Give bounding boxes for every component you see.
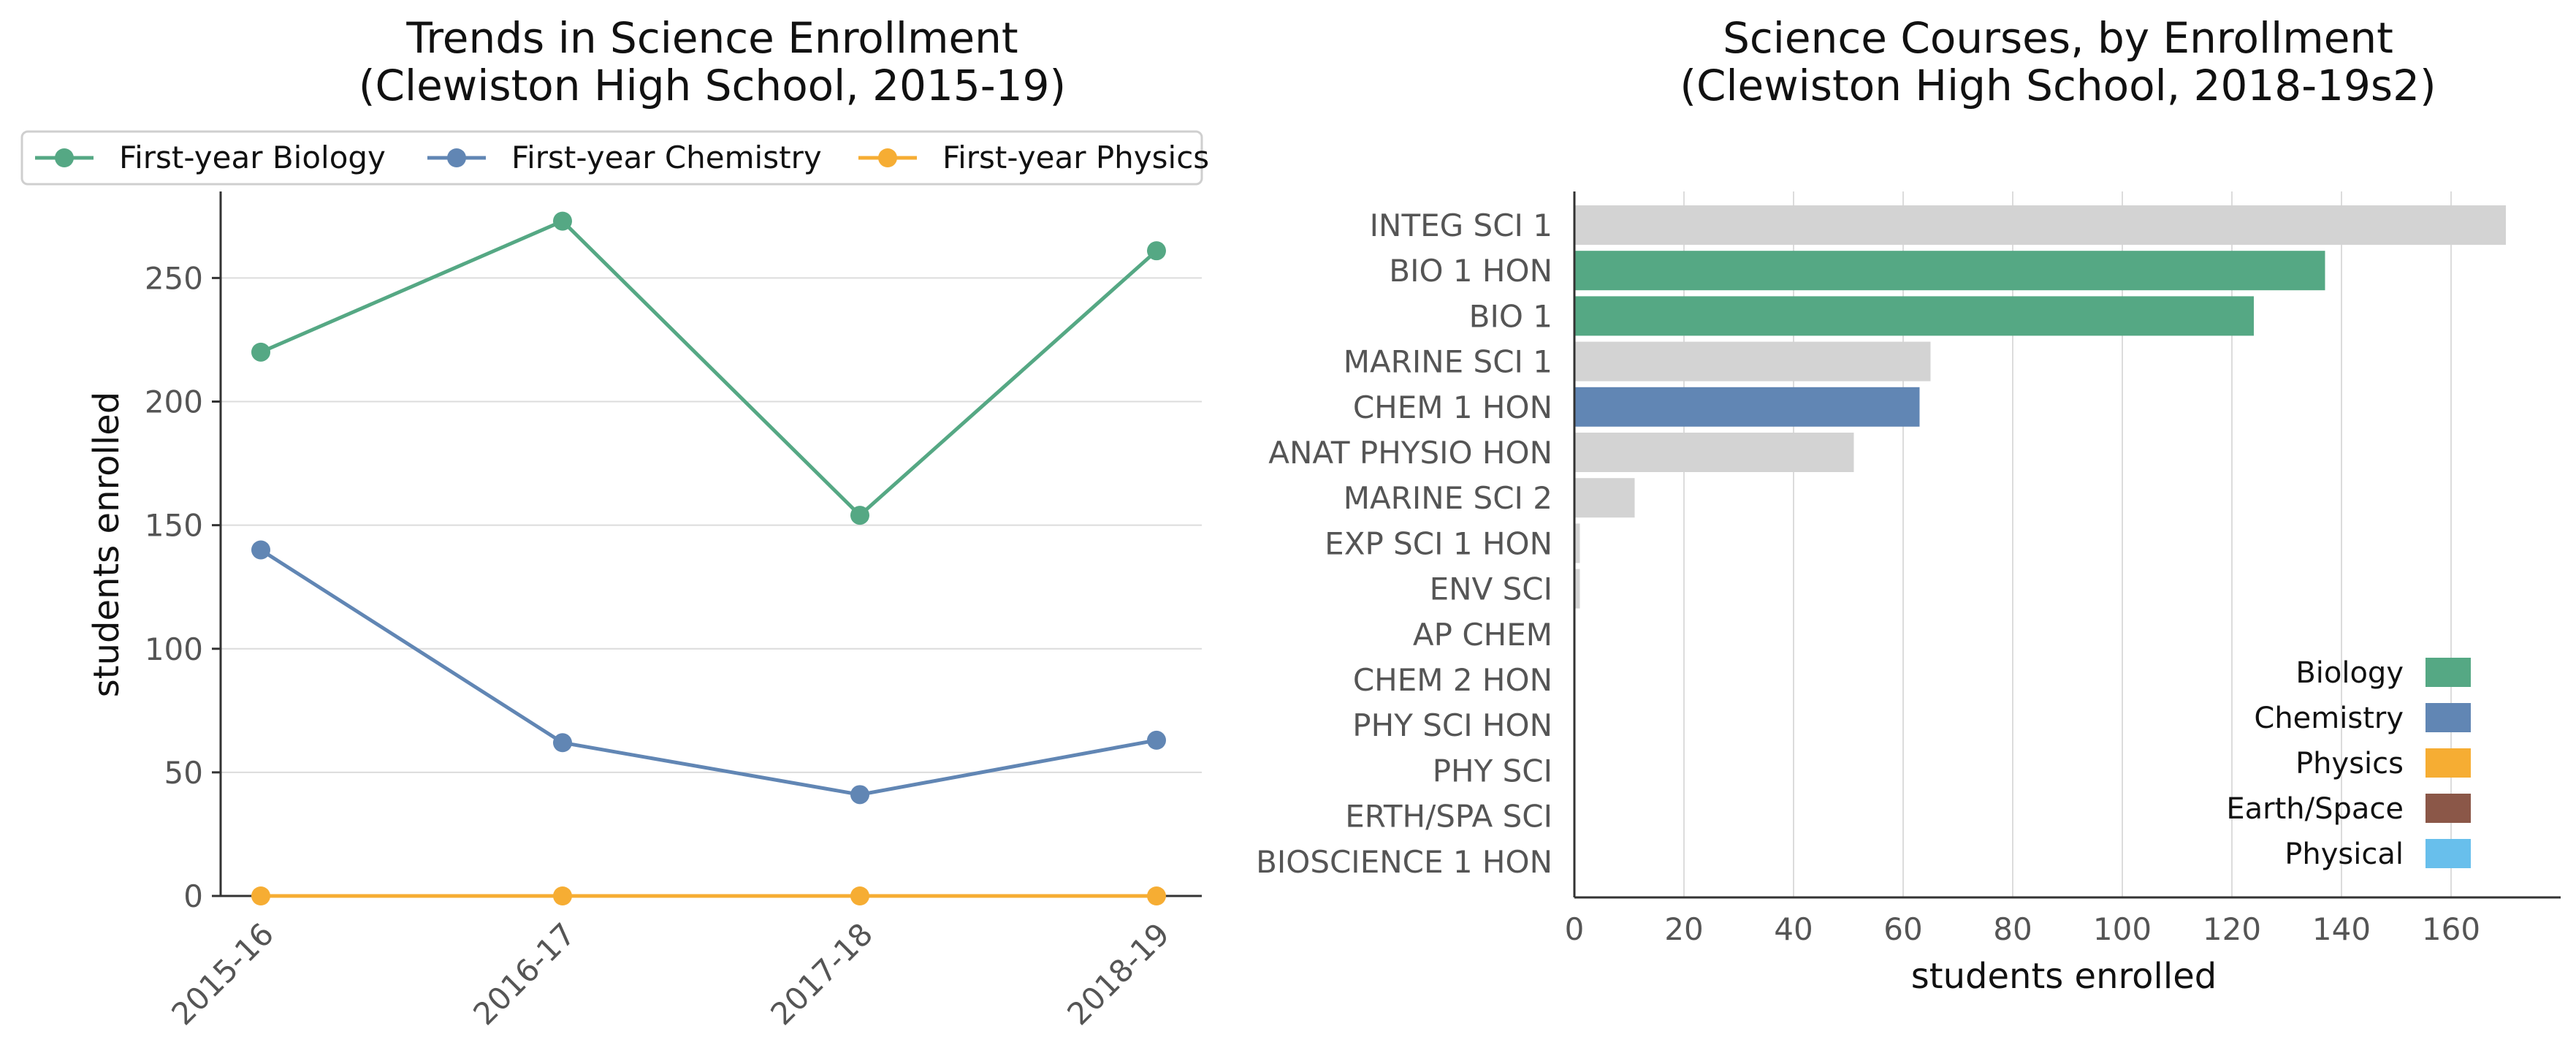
legend-swatch-2 xyxy=(2426,748,2471,778)
x-tick-label: 60 xyxy=(1883,911,1922,947)
right-chart-xlabel: students enrolled xyxy=(1911,956,2217,997)
legend-marker-0 xyxy=(55,148,74,167)
right-bar-chart: 0 20 40 60 80 100 120 140 160 INTEG SCI 1 BIO 1 HO… xyxy=(1256,191,2561,947)
x-tick-label: 40 xyxy=(1774,911,1813,947)
left-chart-title-line1: Trends in Science Enrollment xyxy=(405,13,1018,63)
left-chart-legend: First-year Biology First-year Chemistry Fi… xyxy=(20,130,1209,186)
bar xyxy=(1574,205,2506,245)
category-label: MARINE SCI 2 xyxy=(1344,480,1552,516)
right-chart-title-line2: (Clewiston High School, 2018-19s2) xyxy=(1680,61,2436,110)
series-1-point xyxy=(251,540,270,560)
series-2-point xyxy=(553,886,572,905)
category-label: AP CHEM xyxy=(1413,617,1552,653)
legend-swatch-4 xyxy=(2426,839,2471,868)
legend-swatch-0 xyxy=(2426,658,2471,687)
series-line-1 xyxy=(259,548,1157,797)
left-chart-ylabel: students enrolled xyxy=(86,392,127,697)
y-tick-label: 150 xyxy=(145,508,203,544)
legend-label-3: Earth/Space xyxy=(2226,792,2404,826)
series-2-point xyxy=(850,886,869,905)
category-label: PHY SCI xyxy=(1433,753,1552,789)
bar xyxy=(1574,569,1580,609)
y-tick-label: 100 xyxy=(145,631,203,667)
left-chart-title-line2: (Clewiston High School, 2015-19) xyxy=(359,61,1066,110)
right-chart-legend: Biology Chemistry Physics Earth/Space Physic… xyxy=(2226,656,2471,871)
legend-label-4: Physical xyxy=(2285,837,2404,871)
category-label: ENV SCI xyxy=(1430,571,1552,607)
legend-label-1: First-year Chemistry xyxy=(511,140,822,175)
legend-label-0: Biology xyxy=(2295,656,2404,690)
legend-frame xyxy=(20,130,1203,186)
category-label: BIO 1 HON xyxy=(1389,253,1552,289)
category-label: ERTH/SPA SCI xyxy=(1345,799,1552,835)
series-0-point xyxy=(251,342,270,362)
x-tick-label: 2017-18 xyxy=(763,916,880,1032)
category-label: BIOSCIENCE 1 HON xyxy=(1256,844,1552,880)
bar xyxy=(1574,523,1580,563)
right-chart-title-line1: Science Courses, by Enrollment xyxy=(1723,13,2393,63)
category-label: EXP SCI 1 HON xyxy=(1325,525,1552,561)
legend-marker-1 xyxy=(447,148,466,167)
legend-swatch-1 xyxy=(2426,703,2471,732)
y-tick-label: 0 xyxy=(183,878,203,914)
category-label: CHEM 1 HON xyxy=(1353,390,1552,425)
legend-swatch-3 xyxy=(2426,794,2471,823)
series-1-point xyxy=(1147,730,1166,750)
y-tick-label: 50 xyxy=(164,755,203,791)
bar xyxy=(1574,341,1931,381)
x-tick-label: 2016-17 xyxy=(466,916,582,1032)
x-tick-label: 0 xyxy=(1565,911,1585,947)
x-tick-label: 80 xyxy=(1993,911,2032,947)
series-2-point xyxy=(251,886,270,905)
category-label: ANAT PHYSIO HON xyxy=(1268,435,1552,471)
legend-label-0: First-year Biology xyxy=(119,140,386,175)
bar xyxy=(1574,387,1920,427)
category-label: BIO 1 xyxy=(1469,298,1552,334)
y-tick-label: 250 xyxy=(145,260,203,296)
category-label: CHEM 2 HON xyxy=(1353,662,1552,698)
series-0-point xyxy=(553,211,572,231)
bar xyxy=(1574,296,2254,336)
left-line-chart: 0 50 100 150 200 250 2015-16 2016-17 2017-18 2018… xyxy=(20,130,1209,1032)
legend-label-1: Chemistry xyxy=(2254,702,2404,735)
legend-marker-2 xyxy=(878,148,897,167)
x-tick-label: 20 xyxy=(1664,911,1703,947)
series-line-0 xyxy=(260,219,1158,518)
x-tick-label: 160 xyxy=(2422,911,2480,947)
category-label: PHY SCI HON xyxy=(1352,707,1552,743)
x-tick-label: 100 xyxy=(2093,911,2152,947)
bar xyxy=(1574,478,1635,518)
series-0-point xyxy=(1147,241,1166,261)
series-2-point xyxy=(1147,886,1166,905)
y-tick-label: 200 xyxy=(145,384,203,420)
series-0-point xyxy=(850,506,869,525)
series-1-point xyxy=(850,785,869,805)
category-label: MARINE SCI 1 xyxy=(1344,344,1552,380)
bar xyxy=(1574,251,2325,291)
series-1-point xyxy=(553,733,572,753)
bar xyxy=(1574,433,1854,472)
x-tick-label: 2015-16 xyxy=(164,916,281,1032)
x-tick-label: 120 xyxy=(2203,911,2261,947)
x-tick-label: 2018-19 xyxy=(1060,916,1176,1032)
legend-label-2: First-year Physics xyxy=(942,140,1209,175)
legend-label-2: Physics xyxy=(2295,747,2404,780)
x-tick-label: 140 xyxy=(2312,911,2371,947)
category-label: INTEG SCI 1 xyxy=(1370,208,1552,243)
